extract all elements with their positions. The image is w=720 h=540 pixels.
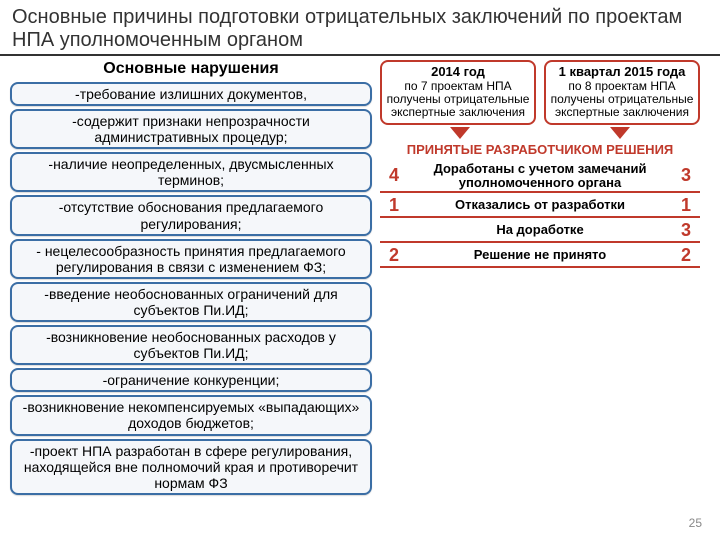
year-2015-text: по 8 проектам НПА получены отрицательные… xyxy=(551,79,694,120)
year-2014-title: 2014 год xyxy=(431,64,485,79)
decision-row: 1 Отказались от разработки 1 xyxy=(380,195,700,218)
decision-right-count: 3 xyxy=(672,165,700,186)
arrow-down-icon xyxy=(610,127,630,139)
year-2015-box: 1 квартал 2015 года по 8 проектам НПА по… xyxy=(544,60,700,125)
decision-label: Доработаны с учетом замечаний уполномоче… xyxy=(408,161,672,191)
arrow-down-icon xyxy=(450,127,470,139)
decision-right-count: 2 xyxy=(672,245,700,266)
decision-row: 4 Доработаны с учетом замечаний уполномо… xyxy=(380,161,700,193)
violation-item: -возникновение некомпенсируемых «выпадаю… xyxy=(10,395,372,435)
decision-right-count: 1 xyxy=(672,195,700,216)
violations-heading: Основные нарушения xyxy=(10,60,372,78)
arrows-row xyxy=(380,127,700,141)
year-boxes: 2014 год по 7 проектам НПА получены отри… xyxy=(380,60,700,125)
content-area: Основные нарушения -требование излишних … xyxy=(0,60,720,498)
decision-right-count: 3 xyxy=(672,220,700,241)
decisions-heading: ПРИНЯТЫЕ РАЗРАБОТЧИКОМ РЕШЕНИЯ xyxy=(380,143,700,157)
page-number: 25 xyxy=(689,516,702,530)
violation-item: -требование излишних документов, xyxy=(10,82,372,106)
decision-left-count: 1 xyxy=(380,195,408,216)
year-2014-text: по 7 проектам НПА получены отрицательные… xyxy=(387,79,530,120)
violations-column: Основные нарушения -требование излишних … xyxy=(10,60,372,498)
violation-item: -содержит признаки непрозрачности админи… xyxy=(10,109,372,149)
violation-item: -отсутствие обоснования предлагаемого ре… xyxy=(10,195,372,235)
violation-item: - нецелесообразность принятия предлагаем… xyxy=(10,239,372,279)
violation-item: -наличие неопределенных, двусмысленных т… xyxy=(10,152,372,192)
violation-item: -введение необоснованных ограничений для… xyxy=(10,282,372,322)
decision-row: 2 Решение не принято 2 xyxy=(380,245,700,268)
violation-item: -возникновение необоснованных расходов у… xyxy=(10,325,372,365)
page-title: Основные причины подготовки отрицательны… xyxy=(0,0,720,56)
results-column: 2014 год по 7 проектам НПА получены отри… xyxy=(380,60,700,498)
decision-left-count: 2 xyxy=(380,245,408,266)
decision-label: На доработке xyxy=(408,222,672,238)
violation-item: -проект НПА разработан в сфере регулиров… xyxy=(10,439,372,495)
violation-item: -ограничение конкуренции; xyxy=(10,368,372,392)
decision-label: Решение не принято xyxy=(408,247,672,263)
decision-left-count: 4 xyxy=(380,165,408,186)
decision-row: На доработке 3 xyxy=(380,220,700,243)
year-2014-box: 2014 год по 7 проектам НПА получены отри… xyxy=(380,60,536,125)
decision-label: Отказались от разработки xyxy=(408,197,672,213)
year-2015-title: 1 квартал 2015 года xyxy=(559,64,686,79)
